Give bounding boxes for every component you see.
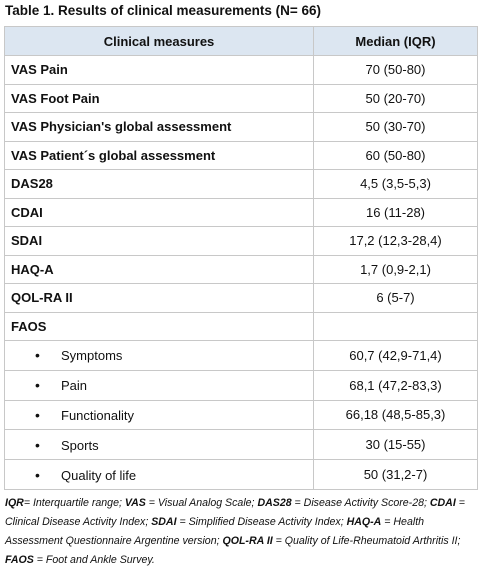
subitem-cell: Symptoms [4,340,314,371]
definition: = Foot and Ankle Survey. [33,554,155,566]
bullet [35,377,61,393]
median-cell: 60,7 (42,9-71,4) [313,340,478,371]
table-row: QOL-RA II 6 (5-7) [4,283,478,313]
abbreviation: HAQ-A [346,516,382,528]
header-cell: Median (IQR) [313,26,478,56]
table-row: VAS Physician's global assessment 50 (30-… [4,112,478,142]
subitem-row: Sports 30 (15-55) [4,429,478,461]
subitem-row: Pain 68,1 (47,2-83,3) [4,369,478,401]
median-cell: 66,18 (48,5-85,3) [313,399,478,431]
bullet [35,407,61,423]
median-cell: 70 (50-80) [313,55,478,85]
median-cell: 50 (20-70) [313,83,478,113]
measure-cell: VAS Patient´s global assessment [4,140,314,170]
measure-cell: VAS Physician's global assessment [4,112,314,142]
table-row: VAS Patient´s global assessment 60 (50-80… [4,140,478,170]
definition: = Disease Activity Score-28; [291,497,430,509]
abbreviation: IQR [5,497,24,509]
header-cell: Clinical measures [4,26,314,56]
table-row: VAS Pain 70 (50-80) [4,55,478,85]
subitem-label: Sports [61,437,99,453]
median-cell: 4,5 (3,5-5,3) [313,169,478,199]
abbreviation: CDAI [429,497,456,509]
abbreviation: FAOS [5,554,34,566]
definition: = Simplified Disease Activity Index; [176,516,347,528]
subitem-row: Symptoms 60,7 (42,9-71,4) [4,340,478,371]
median-cell: 6 (5-7) [313,283,478,313]
results-table: Clinical measures Median (IQR) VAS Pain 7… [4,26,478,490]
abbreviation: VAS [124,497,146,509]
median-cell: 50 (30-70) [313,112,478,142]
subitem-cell: Functionality [4,399,314,431]
abbreviation: SDAI [151,516,177,528]
subitem-label: Quality of life [61,467,137,483]
table-row: HAQ-A 1,7 (0,9-2,1) [4,254,478,284]
table-row: CDAI 16 (11-28) [4,197,478,227]
footnote: IQR= Interquartile range; VAS = Visual A… [5,494,475,570]
measure-cell: HAQ-A [4,254,314,284]
table-row: DAS28 4,5 (3,5-5,3) [4,169,478,199]
subitem-row: Quality of life 50 (31,2-7) [4,459,478,490]
group-row: FAOS [4,311,478,341]
measure-cell: SDAI [4,226,314,256]
median-cell: 1,7 (0,9-2,1) [313,254,478,284]
definition: = Visual Analog Scale; [145,497,258,509]
subitem-cell: Quality of life [4,459,314,490]
subitem-cell: Sports [4,429,314,461]
definition: = Interquartile range; [23,497,125,509]
bullet [35,467,61,483]
median-cell: 60 (50-80) [313,140,478,170]
abbreviation: QOL-RA II [222,535,273,547]
measure-cell: QOL-RA II [4,283,314,313]
table-title: Table 1. Results of clinical measurement… [5,3,321,18]
definition: = Health Assessment Questionnaire Argent… [5,516,427,547]
subitem-label: Functionality [61,407,134,423]
table-row: VAS Foot Pain 50 (20-70) [4,83,478,113]
measure-cell: VAS Foot Pain [4,83,314,113]
median-cell: 17,2 (12,3-28,4) [313,226,478,256]
subitem-cell: Pain [4,369,314,401]
table-row: SDAI 17,2 (12,3-28,4) [4,226,478,256]
subitem-row: Functionality 66,18 (48,5-85,3) [4,399,478,431]
measure-cell: VAS Pain [4,55,314,85]
abbreviation: DAS28 [257,497,292,509]
median-cell: 50 (31,2-7) [313,459,478,490]
group-cell: FAOS [4,311,314,341]
bullet [35,347,61,363]
header-row: Clinical measures Median (IQR) [4,26,478,56]
median-cell: 68,1 (47,2-83,3) [313,369,478,401]
subitem-label: Symptoms [61,348,123,364]
median-cell: 16 (11-28) [313,197,478,227]
table-body: VAS Pain 70 (50-80) VAS Foot Pain 50 (20-70… [4,55,478,490]
empty-cell [313,311,478,341]
subitem-label: Pain [61,378,88,394]
measure-cell: CDAI [4,197,314,227]
median-cell: 30 (15-55) [313,429,478,461]
bullet [35,437,61,453]
measure-cell: DAS28 [4,169,314,199]
definition: = Quality of Life-Rheumatoid Arthritis I… [272,535,464,547]
definition: = Clinical Disease Activity Index; [5,497,468,528]
